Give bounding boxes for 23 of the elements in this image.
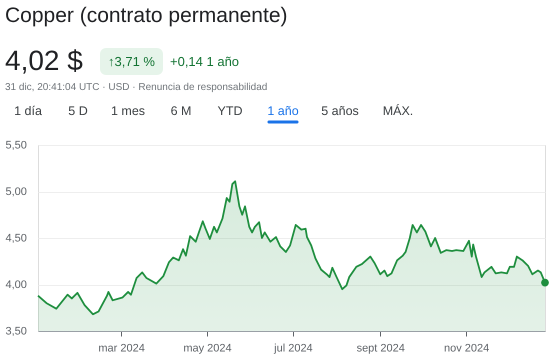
- x-tick-label: mar 2024: [98, 342, 145, 354]
- x-tick-label: sept 2024: [356, 342, 405, 354]
- text: 5 D: [68, 104, 88, 118]
- y-tick-label: 5,00: [6, 186, 27, 198]
- text: 1 día: [14, 104, 42, 118]
- text: 6 M: [170, 104, 192, 118]
- text: +0,14 1 año: [170, 54, 240, 69]
- x-tick-label: nov 2024: [444, 342, 490, 354]
- text: 5 años: [321, 104, 359, 118]
- text: 31 dic, 20:41:04 UTC · USD · Renuncia de responsabilidad: [5, 82, 268, 93]
- x-tick-label: may 2024: [183, 342, 232, 354]
- x-tick-label: jul 2024: [273, 342, 313, 354]
- text: MÁX.: [382, 104, 414, 118]
- text: 4,02 $: [5, 45, 84, 76]
- text: ↑3,71 %: [108, 54, 156, 69]
- text: 1 año: [267, 104, 299, 118]
- text: YTD: [218, 104, 242, 118]
- y-tick-label: 5,50: [6, 140, 27, 152]
- text: 1 mes: [110, 104, 146, 118]
- y-tick-label: 3,50: [6, 326, 27, 338]
- y-tick-label: 4,50: [6, 232, 27, 244]
- chart-title: Copper (contrato permanente): [5, 4, 288, 27]
- y-tick-label: 4,00: [6, 279, 27, 291]
